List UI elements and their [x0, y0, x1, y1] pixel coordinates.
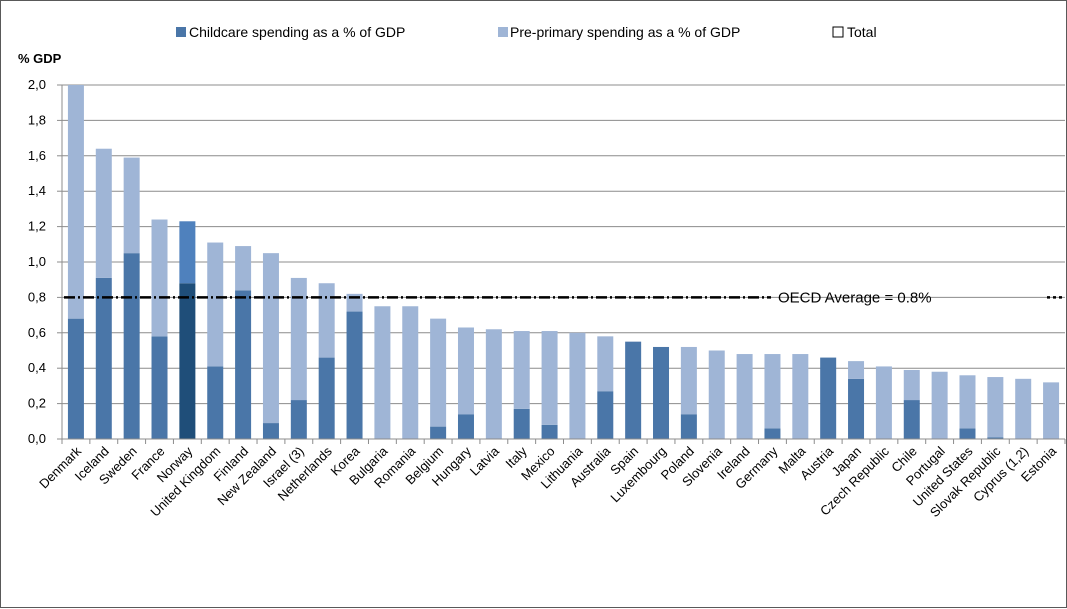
bar-preprimary: [1043, 382, 1060, 439]
bar-childcare: [764, 428, 781, 439]
x-category-label: Latvia: [467, 443, 503, 479]
bar-childcare: [903, 400, 920, 439]
oecd-average-line: OECD Average = 0.8%: [64, 289, 1065, 306]
bar-preprimary: [430, 318, 447, 427]
bar-preprimary: [959, 375, 976, 429]
bar-childcare: [95, 277, 112, 439]
bar-childcare: [290, 400, 307, 439]
bar-childcare: [262, 423, 279, 439]
bar-preprimary: [1015, 378, 1032, 439]
bar-preprimary: [290, 277, 307, 401]
bar-preprimary: [597, 336, 614, 392]
bar-preprimary: [541, 331, 558, 425]
bar-childcare: [625, 341, 642, 439]
bar-preprimary: [318, 283, 335, 358]
bar-preprimary: [764, 354, 781, 429]
bar-preprimary: [235, 246, 252, 291]
bars: [67, 85, 1060, 439]
bar-preprimary: [485, 329, 502, 439]
bar-preprimary: [708, 350, 725, 439]
bar-preprimary: [67, 85, 84, 319]
bar-preprimary: [931, 371, 948, 439]
y-tick-label: 1,8: [28, 112, 46, 127]
bar-childcare: [207, 366, 224, 439]
legend-label: Pre-primary spending as a % of GDP: [510, 24, 740, 40]
grid-lines: [62, 84, 1065, 405]
y-tick-label: 0,0: [28, 431, 46, 446]
legend-swatch: [498, 27, 508, 37]
bar-preprimary: [513, 331, 530, 409]
legend: Childcare spending as a % of GDP Pre-prim…: [176, 24, 877, 40]
bar-childcare: [848, 378, 865, 439]
bar-preprimary: [875, 366, 892, 439]
bar-childcare: [67, 318, 84, 439]
y-tick-label: 0,8: [28, 289, 46, 304]
y-axis-label: % GDP: [18, 51, 62, 66]
bar-preprimary: [736, 354, 753, 439]
y-tick-label: 0,2: [28, 396, 46, 411]
bar-preprimary: [402, 306, 419, 439]
bar-preprimary: [792, 354, 809, 439]
y-tick-label: 1,2: [28, 219, 46, 234]
legend-swatch: [832, 26, 844, 38]
legend-label: Total: [847, 24, 877, 40]
bar-preprimary: [457, 327, 474, 415]
bar-preprimary: [569, 332, 586, 439]
bar-childcare: [318, 357, 335, 439]
legend-swatch: [176, 27, 186, 37]
bar-childcare: [987, 437, 1004, 439]
bar-preprimary: [374, 306, 391, 439]
bar-childcare: [457, 414, 474, 439]
bar-childcare: [680, 414, 697, 439]
bar-preprimary: [123, 157, 140, 254]
bar-childcare: [653, 346, 670, 439]
bar-childcare: [430, 426, 447, 439]
bar-preprimary: [207, 242, 224, 367]
bar-preprimary: [903, 369, 920, 401]
y-tick-label: 1,6: [28, 148, 46, 163]
bar-childcare: [179, 283, 196, 439]
bar-childcare: [959, 428, 976, 439]
bar-childcare: [597, 391, 614, 439]
bar-preprimary: [848, 361, 865, 379]
legend-label: Childcare spending as a % of GDP: [189, 24, 405, 40]
bar-preprimary: [987, 377, 1004, 438]
y-tick-label: 0,6: [28, 325, 46, 340]
y-tick-label: 1,4: [28, 183, 46, 198]
bar-childcare: [346, 311, 363, 439]
y-tick-label: 2,0: [28, 77, 46, 92]
bar-preprimary: [151, 219, 168, 337]
bar-childcare: [151, 336, 168, 439]
bar-childcare: [541, 424, 558, 439]
bar-childcare: [820, 357, 837, 439]
bar-childcare: [235, 290, 252, 439]
bar-childcare: [123, 253, 140, 439]
y-tick-label: 1,0: [28, 254, 46, 269]
bar-childcare: [513, 408, 530, 439]
oecd-average-label: OECD Average = 0.8%: [778, 289, 932, 306]
bar-preprimary: [680, 346, 697, 415]
bar-preprimary: [95, 148, 112, 278]
bar-preprimary: [179, 221, 196, 284]
y-tick-label: 0,4: [28, 360, 46, 375]
bar-preprimary: [262, 253, 279, 424]
